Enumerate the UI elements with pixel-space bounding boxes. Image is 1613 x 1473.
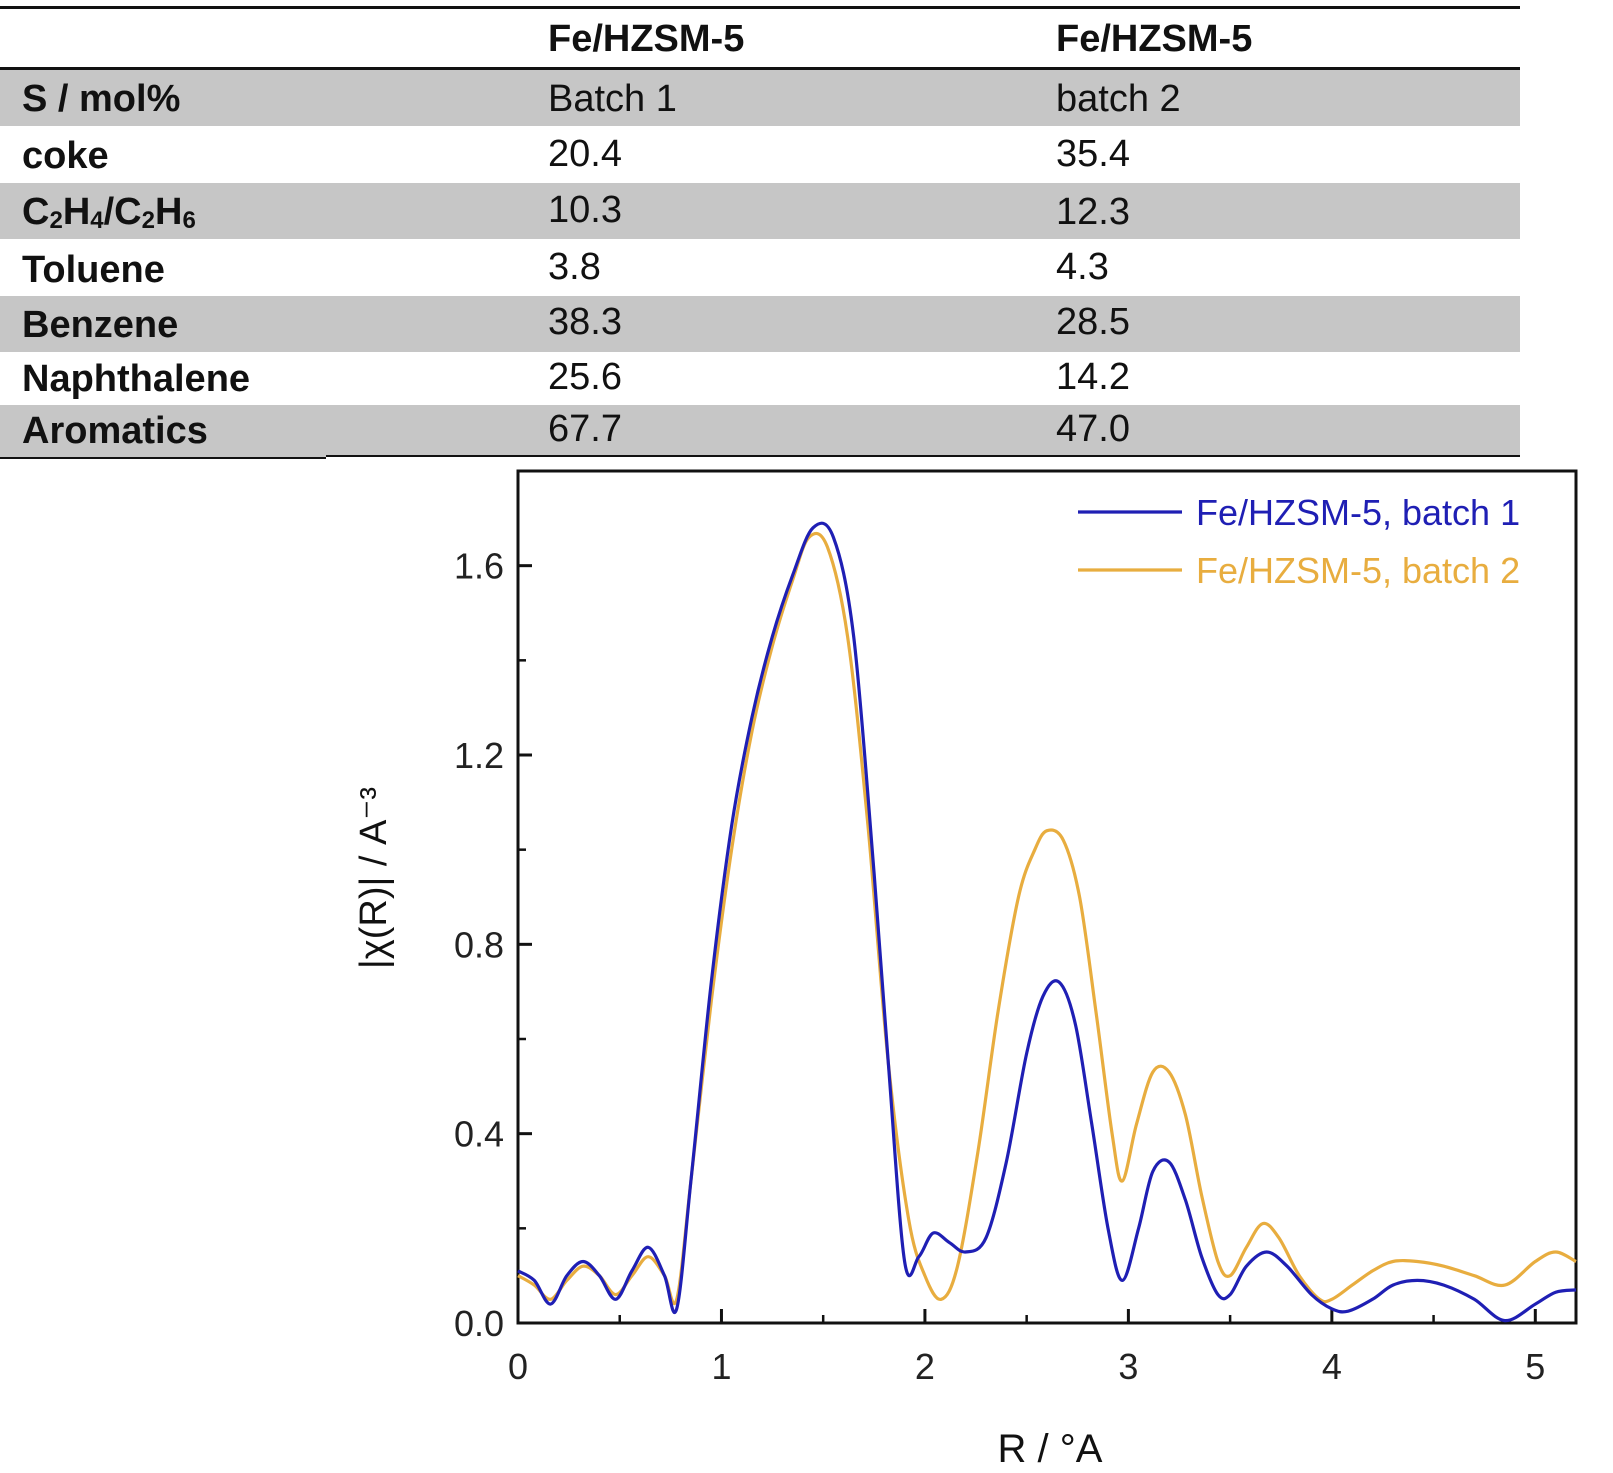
y-tick-label: 1.2 <box>454 735 504 776</box>
x-tick-label: 4 <box>1322 1346 1342 1387</box>
x-axis-label: R / °A <box>998 1427 1103 1471</box>
formula-part: C <box>22 191 50 233</box>
tick-labels: 0 1 2 3 4 5 0.0 0.4 0.8 1.2 1.6 <box>454 546 1545 1387</box>
x-axis-label-text: R / °A <box>998 1427 1103 1471</box>
legend-label: Fe/HZSM-5, batch 1 <box>1196 492 1520 533</box>
table-cell-batch1: 10.3 <box>548 189 622 231</box>
table-bottom-rule-left <box>0 457 326 459</box>
table-cell-batch1: 25.6 <box>548 356 622 398</box>
table-cell-batch2: 14.2 <box>1056 356 1130 398</box>
legend-label: Fe/HZSM-5, batch 2 <box>1196 550 1520 591</box>
results-table: Fe/HZSM-5 Fe/HZSM-5 S / mol% Batch 1 bat… <box>0 0 1520 460</box>
series-line-2 <box>517 531 1577 1305</box>
series-line-1 <box>517 521 1577 1323</box>
table-row-label: S / mol% <box>22 78 181 120</box>
formula-part: H <box>62 191 91 233</box>
formula-part: /C <box>103 191 142 233</box>
table-row-label: Aromatics <box>22 410 208 452</box>
table-row-label-formula: C2H4/C2H6 <box>22 193 196 233</box>
table-cell-batch2: 28.5 <box>1056 301 1130 343</box>
column-header-batch1: Fe/HZSM-5 <box>548 18 745 60</box>
table-cell-batch1: Batch 1 <box>548 78 677 120</box>
table-header-rule <box>0 67 1520 70</box>
row-band <box>0 296 1520 352</box>
x-tick-label: 3 <box>1118 1346 1138 1387</box>
y-tick-label: 1.6 <box>454 546 504 587</box>
table-bottom-rule-right <box>326 455 1520 457</box>
table-cell-batch2: 47.0 <box>1056 408 1130 450</box>
table-cell-batch1: 3.8 <box>548 246 601 288</box>
x-tick-label: 1 <box>711 1346 731 1387</box>
row-band <box>0 183 1520 239</box>
table-top-rule <box>0 6 1520 9</box>
y-tick-label: 0.8 <box>454 924 504 965</box>
row-band <box>0 70 1520 126</box>
x-tick-label: 2 <box>915 1346 935 1387</box>
legend: Fe/HZSM-5, batch 1 Fe/HZSM-5, batch 2 <box>1078 492 1520 591</box>
formula-subscript: 6 <box>182 207 196 234</box>
formula-subscript: 2 <box>49 207 63 234</box>
formula-subscript: 4 <box>90 207 104 234</box>
plot-frame <box>516 469 1578 1325</box>
y-tick-label: 0.4 <box>454 1114 504 1155</box>
x-tick-label: 0 <box>508 1346 528 1387</box>
column-header-batch2: Fe/HZSM-5 <box>1056 18 1253 60</box>
table-cell-batch1: 20.4 <box>548 133 622 175</box>
table-cell-batch1: 67.7 <box>548 408 622 450</box>
table-row-label: coke <box>22 135 109 177</box>
formula-part: H <box>154 191 183 233</box>
table-cell-batch1: 38.3 <box>548 301 622 343</box>
y-axis-label: |χ(R)| / A⁻³ <box>353 787 395 969</box>
x-tick-label: 5 <box>1525 1346 1545 1387</box>
table-row-label: Benzene <box>22 304 179 346</box>
table-cell-batch2: 4.3 <box>1056 246 1109 288</box>
series-lines <box>517 521 1577 1323</box>
table-cell-batch2: 12.3 <box>1056 191 1130 233</box>
table-cell-batch2: 35.4 <box>1056 133 1130 175</box>
table-row-label: Toluene <box>22 249 165 291</box>
formula-subscript: 2 <box>141 207 155 234</box>
table-cell-batch2: batch 2 <box>1056 78 1181 120</box>
axis-ticks <box>516 564 1537 1325</box>
table-row-label: Naphthalene <box>22 358 251 400</box>
y-tick-label: 0.0 <box>454 1303 504 1344</box>
y-axis-label-text: |χ(R)| / A⁻³ <box>353 787 395 969</box>
row-band <box>0 405 1520 457</box>
